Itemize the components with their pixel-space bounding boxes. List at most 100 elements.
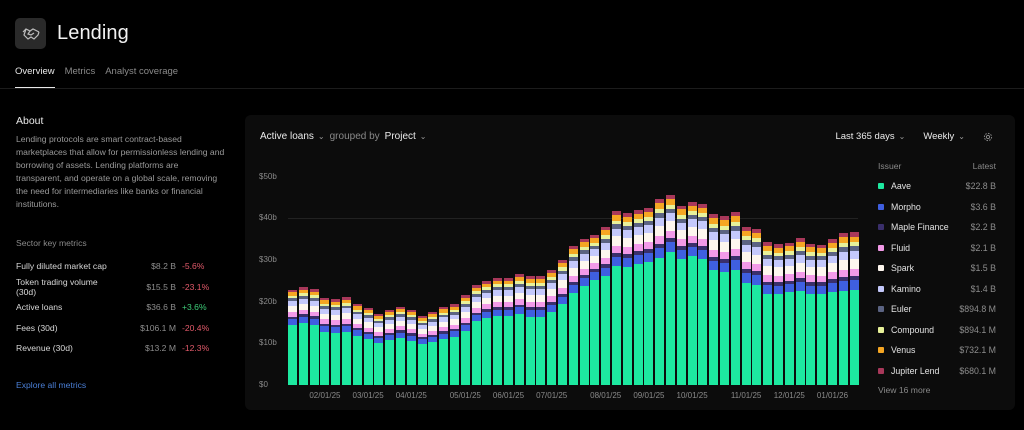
bar-segment bbox=[309, 316, 319, 319]
chart-bar[interactable] bbox=[568, 246, 578, 385]
chart-bar[interactable] bbox=[363, 307, 373, 385]
chart-bar[interactable] bbox=[817, 244, 827, 385]
range-dropdown-label: Last 365 days bbox=[835, 131, 895, 142]
bar-segment bbox=[288, 292, 297, 296]
bar-segment bbox=[536, 283, 546, 287]
legend-item[interactable]: Compound $894.1 M bbox=[878, 323, 996, 337]
bar-segment bbox=[709, 218, 719, 224]
chart-bar[interactable] bbox=[644, 207, 654, 385]
legend-item[interactable]: Kamino $1.4 B bbox=[878, 282, 996, 296]
chart-bar[interactable] bbox=[784, 242, 794, 385]
interval-dropdown[interactable]: Weekly ⌄ bbox=[923, 131, 965, 142]
tab-overview[interactable]: Overview bbox=[15, 66, 55, 89]
chart-bar[interactable] bbox=[774, 244, 783, 385]
chart-bar[interactable] bbox=[730, 212, 740, 385]
chart-bar[interactable] bbox=[622, 213, 632, 385]
chart-bar[interactable] bbox=[558, 260, 567, 385]
bar-segment bbox=[504, 290, 513, 296]
bar-segment bbox=[676, 259, 686, 385]
chart-bar[interactable] bbox=[741, 226, 751, 385]
group-dropdown[interactable]: Project ⌄ bbox=[385, 131, 427, 142]
bar-segment bbox=[460, 303, 470, 307]
chart-bar[interactable] bbox=[752, 228, 762, 385]
bar-segment bbox=[655, 243, 665, 248]
x-axis-label: 12/01/25 bbox=[773, 391, 805, 400]
chart-bar[interactable] bbox=[342, 297, 351, 385]
legend-item[interactable]: Euler $894.8 M bbox=[878, 302, 996, 316]
legend-item[interactable]: Fluid $2.1 B bbox=[878, 241, 996, 255]
chart-bar[interactable] bbox=[493, 277, 503, 385]
bar-segment bbox=[784, 254, 794, 259]
chart-bar[interactable] bbox=[514, 274, 524, 385]
chart-bar[interactable] bbox=[471, 284, 481, 385]
chart-bar[interactable] bbox=[428, 312, 438, 385]
chart-bar[interactable] bbox=[504, 277, 513, 385]
chart-bar[interactable] bbox=[579, 239, 589, 385]
chart-bar[interactable] bbox=[806, 243, 816, 385]
bar-segment bbox=[698, 238, 708, 246]
chart-bar[interactable] bbox=[763, 242, 773, 385]
chart-bar[interactable] bbox=[666, 195, 675, 385]
chart-bar[interactable] bbox=[439, 307, 449, 385]
chart-bar[interactable] bbox=[298, 287, 308, 385]
chart-bar[interactable] bbox=[590, 234, 600, 385]
bar-segment bbox=[309, 305, 319, 312]
bar-segment bbox=[352, 330, 362, 336]
metric-dropdown[interactable]: Active loans ⌄ bbox=[260, 131, 325, 142]
chart-bar[interactable] bbox=[352, 304, 362, 385]
chart-bar[interactable] bbox=[838, 233, 848, 385]
legend-item[interactable]: Spark $1.5 B bbox=[878, 261, 996, 275]
chart-bar[interactable] bbox=[288, 290, 297, 385]
chart-bar[interactable] bbox=[698, 203, 708, 385]
bar-segment bbox=[406, 329, 416, 334]
y-axis-label: $10b bbox=[259, 338, 277, 348]
x-axis-label: 10/01/25 bbox=[676, 391, 708, 400]
chart-bar[interactable] bbox=[320, 297, 330, 385]
chart-bar[interactable] bbox=[720, 216, 729, 385]
chart-bar[interactable] bbox=[309, 289, 319, 385]
chart-bar[interactable] bbox=[676, 205, 686, 385]
bar-segment bbox=[504, 280, 513, 285]
chart-bar[interactable] bbox=[709, 214, 719, 385]
bar-segment bbox=[828, 292, 837, 385]
chart-bar[interactable] bbox=[460, 295, 470, 385]
legend-item[interactable]: Venus $732.1 M bbox=[878, 343, 996, 357]
view-more-link[interactable]: View 16 more bbox=[878, 385, 931, 395]
bar-segment bbox=[363, 327, 373, 332]
chart-bar[interactable] bbox=[828, 239, 837, 385]
bar-segment bbox=[547, 269, 557, 273]
chart-bar[interactable] bbox=[385, 310, 395, 385]
gear-icon[interactable] bbox=[983, 132, 993, 142]
chart-bar[interactable] bbox=[396, 307, 405, 385]
bar-segment bbox=[471, 291, 481, 294]
chart-bar[interactable] bbox=[547, 269, 557, 385]
legend-item[interactable]: Morpho $3.6 B bbox=[878, 200, 996, 214]
chart-bar[interactable] bbox=[417, 316, 427, 385]
chart-bar[interactable] bbox=[795, 238, 805, 385]
bar-segment bbox=[374, 314, 384, 317]
chart-bar[interactable] bbox=[374, 314, 384, 385]
legend-item[interactable]: Jupiter Lend $680.1 M bbox=[878, 364, 996, 378]
chart-bar[interactable] bbox=[633, 209, 643, 385]
range-dropdown[interactable]: Last 365 days ⌄ bbox=[835, 131, 905, 142]
chart-bar[interactable] bbox=[406, 309, 416, 385]
chart-bar[interactable] bbox=[849, 232, 859, 385]
chart-bar[interactable] bbox=[525, 276, 535, 385]
chart-bar[interactable] bbox=[331, 299, 341, 385]
bar-segment bbox=[828, 242, 837, 249]
chart-bar[interactable] bbox=[612, 211, 621, 385]
chart-bar[interactable] bbox=[687, 202, 697, 385]
chart-bar[interactable] bbox=[482, 281, 492, 385]
legend-item[interactable]: Aave $22.8 B bbox=[878, 179, 996, 193]
legend-item[interactable]: Maple Finance $2.2 B bbox=[878, 220, 996, 234]
bar-segment bbox=[385, 339, 395, 385]
tab-analyst-coverage[interactable]: Analyst coverage bbox=[105, 66, 179, 77]
tab-metrics[interactable]: Metrics bbox=[64, 66, 96, 77]
explore-all-metrics-link[interactable]: Explore all metrics bbox=[16, 380, 87, 390]
chart-bar[interactable] bbox=[536, 276, 546, 385]
chart-bar[interactable] bbox=[601, 227, 611, 385]
chart-bar[interactable] bbox=[655, 199, 665, 385]
bar-segment bbox=[698, 249, 708, 260]
stacked-bar-chart[interactable] bbox=[288, 155, 860, 385]
chart-bar[interactable] bbox=[450, 304, 459, 385]
